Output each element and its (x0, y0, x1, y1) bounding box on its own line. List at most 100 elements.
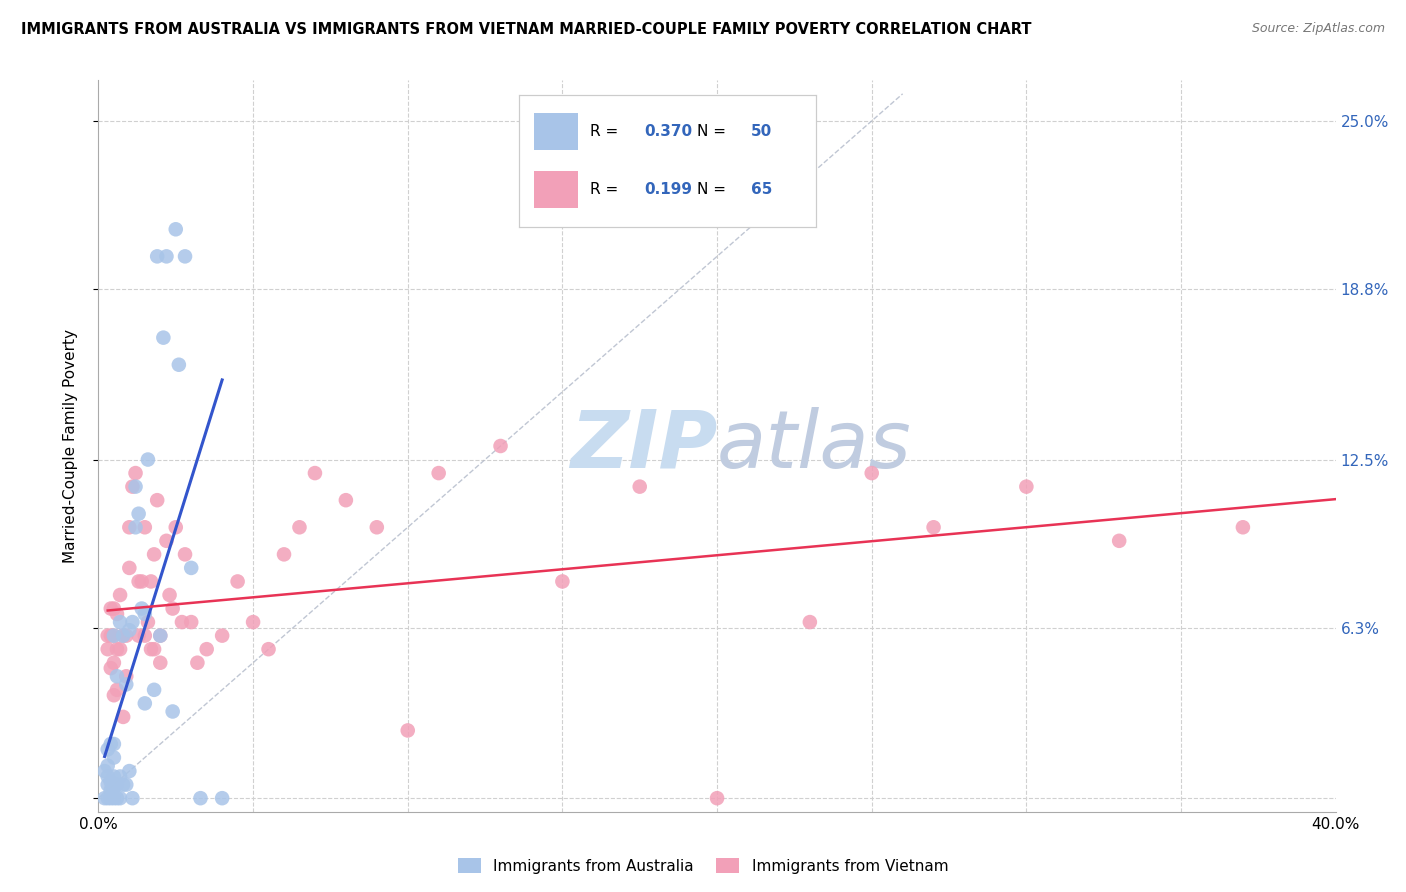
Point (551, 574, 574, 589)
Point (134, 607, 156, 621)
Point (152, 331, 174, 345)
Point (100, 775, 122, 789)
Point (105, 642, 128, 657)
Point (257, 642, 280, 657)
Point (139, 574, 162, 589)
Point (211, 629, 233, 643)
Point (115, 677, 138, 691)
Point (366, 520, 388, 534)
Point (1108, 533, 1130, 548)
Point (108, 615, 131, 629)
Point (226, 574, 249, 589)
Point (103, 791, 125, 805)
Point (105, 778, 128, 792)
Point (134, 629, 156, 643)
Point (100, 783, 122, 797)
Point (115, 669, 138, 683)
Point (108, 791, 131, 805)
Point (180, 561, 202, 575)
Point (131, 574, 153, 589)
Point (128, 629, 150, 643)
Point (174, 547, 197, 561)
Point (100, 629, 122, 643)
Point (155, 249, 177, 263)
Point (118, 520, 141, 534)
Point (105, 669, 128, 683)
Point (93, 764, 115, 778)
Point (165, 222, 187, 236)
Point (124, 480, 146, 494)
Point (427, 466, 450, 480)
Point (112, 629, 135, 643)
Point (108, 642, 131, 657)
Point (97, 791, 120, 805)
Point (112, 629, 135, 643)
Point (134, 520, 156, 534)
Text: ZIP: ZIP (569, 407, 717, 485)
Point (105, 791, 128, 805)
Point (860, 466, 883, 480)
Point (335, 493, 357, 508)
Point (112, 710, 135, 724)
Point (100, 661, 122, 675)
Point (124, 466, 146, 480)
Point (162, 705, 184, 719)
Point (103, 780, 125, 795)
Point (121, 615, 143, 629)
Point (143, 642, 166, 657)
Point (115, 778, 138, 792)
Point (146, 493, 169, 508)
Point (1015, 480, 1038, 494)
Point (706, 791, 728, 805)
Point (97, 770, 120, 784)
Legend: Immigrants from Australia, Immigrants from Vietnam: Immigrants from Australia, Immigrants fr… (451, 852, 955, 880)
Point (103, 737, 125, 751)
Point (195, 642, 218, 657)
Point (211, 791, 233, 805)
Point (105, 682, 128, 697)
Point (155, 533, 177, 548)
Point (170, 615, 193, 629)
Point (128, 574, 150, 589)
Point (167, 358, 190, 372)
Point (304, 466, 326, 480)
Point (146, 249, 169, 263)
Point (799, 615, 821, 629)
Point (174, 249, 197, 263)
Point (108, 588, 131, 602)
Point (103, 750, 125, 764)
Point (134, 697, 156, 711)
Point (149, 629, 172, 643)
Point (489, 439, 512, 453)
Point (143, 547, 166, 561)
Point (162, 601, 184, 615)
Point (108, 770, 131, 784)
Point (105, 607, 128, 621)
Point (190, 791, 212, 805)
Point (242, 615, 264, 629)
Point (103, 601, 125, 615)
Point (128, 507, 150, 521)
Point (97, 642, 120, 657)
Point (115, 629, 138, 643)
Y-axis label: Married-Couple Family Poverty: Married-Couple Family Poverty (63, 329, 77, 563)
Point (124, 520, 146, 534)
Point (273, 547, 295, 561)
Point (103, 656, 125, 670)
Point (100, 737, 122, 751)
Point (396, 723, 419, 738)
Point (149, 629, 172, 643)
Point (288, 520, 311, 534)
Point (103, 688, 125, 702)
Point (186, 656, 208, 670)
Point (149, 656, 172, 670)
Point (628, 480, 651, 494)
Point (112, 778, 135, 792)
Point (118, 561, 141, 575)
Point (93, 791, 115, 805)
Point (121, 791, 143, 805)
Point (165, 520, 187, 534)
Text: Source: ZipAtlas.com: Source: ZipAtlas.com (1251, 22, 1385, 36)
Point (118, 764, 141, 778)
Point (136, 615, 159, 629)
